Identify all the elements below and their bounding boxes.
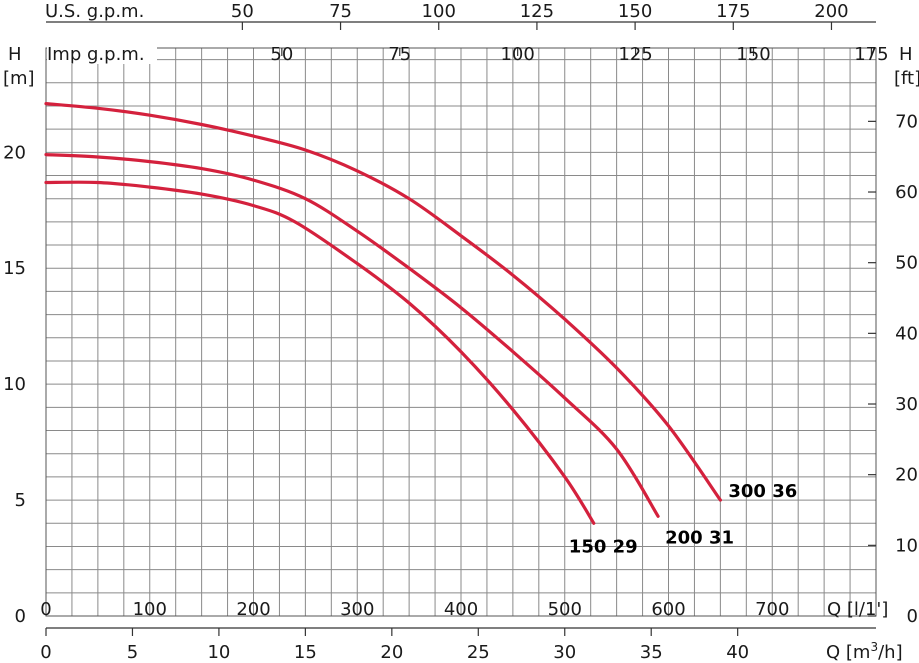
top-us-tick-label: 175 [716, 1, 750, 22]
left-tick-label: 0 [15, 606, 26, 627]
top-imp-tick-label: 100 [500, 44, 534, 65]
curve-150-29 [44, 180, 596, 525]
bottom-lmin-tick-label: 100 [133, 599, 167, 620]
left-tick-label: 20 [3, 142, 26, 163]
grid [45, 47, 877, 617]
bottom-m3h-tick-label: 35 [640, 642, 663, 663]
right-tick-label: 30 [895, 394, 918, 415]
bottom-m3h-tick-label: 30 [553, 642, 576, 663]
left-tick-label: 5 [15, 490, 26, 511]
top-imp-tick-label: 125 [618, 44, 652, 65]
bottom-lmin-tick-label: 200 [236, 599, 270, 620]
right-tick-label: 10 [895, 535, 918, 556]
right-tick-label: 0 [907, 606, 918, 627]
bottom-m3h-tick-label: 0 [40, 642, 51, 663]
curve-200-31 [44, 153, 660, 518]
bottom-lmin-tick-label: 700 [755, 599, 789, 620]
bottom-m3h-tick-label: 40 [726, 642, 749, 663]
bottom-m3h-tick-label: 5 [127, 642, 138, 663]
left-axis-unit: [m] [3, 68, 35, 89]
right-tick-label: 50 [895, 253, 918, 274]
bottom-lmin-tick-label: 600 [651, 599, 685, 620]
axes [45, 21, 876, 636]
top-us-tick-label: 200 [814, 1, 848, 22]
bottom-m3h-tick-label: 10 [207, 642, 230, 663]
left-tick-label: 10 [3, 374, 26, 395]
top-imp-tick-label: 150 [736, 44, 770, 65]
top-imp-axis-title: Imp g.p.m. [47, 44, 145, 65]
right-tick-label: 70 [895, 111, 918, 132]
top-us-tick-label: 150 [618, 1, 652, 22]
top-us-tick-label: 50 [231, 1, 254, 22]
top-us-tick-label: 75 [329, 1, 352, 22]
right-tick-label: 60 [895, 182, 918, 203]
curve-label-300-36: 300 36 [728, 481, 797, 502]
plot-frame [45, 47, 877, 617]
top-us-tick-label: 125 [520, 1, 554, 22]
top-us-tick-label: 100 [422, 1, 456, 22]
left-axis-title: H [8, 44, 22, 65]
right-axis-title: H [899, 44, 913, 65]
bottom-lmin-tick-label: 400 [444, 599, 478, 620]
curves [44, 102, 722, 525]
curve-label-200-31: 200 31 [665, 527, 734, 548]
top-imp-title-bg [47, 42, 157, 64]
bottom-m3h-tick-label: 25 [467, 642, 490, 663]
top-imp-tick-label: 75 [388, 44, 411, 65]
bottom-lmin-axis-title: Q [l/1'] [827, 599, 888, 620]
bottom-m3h-tick-label: 20 [380, 642, 403, 663]
bottom-lmin-tick-label: 500 [548, 599, 582, 620]
right-tick-label: 40 [895, 323, 918, 344]
bottom-m3h-tick-label: 15 [294, 642, 317, 663]
left-tick-label: 15 [3, 258, 26, 279]
top-us-axis-title: U.S. g.p.m. [45, 1, 144, 22]
right-tick-label: 20 [895, 465, 918, 486]
bottom-m3h-axis-title: Q [m3/h] [826, 640, 903, 663]
bottom-lmin-tick-label: 0 [40, 599, 51, 620]
curve-300-36 [44, 102, 722, 502]
curve-label-150-29: 150 29 [569, 536, 638, 557]
right-axis-unit: [ft] [894, 68, 919, 89]
top-imp-tick-label: 175 [854, 44, 888, 65]
top-imp-tick-label: 50 [270, 44, 293, 65]
bottom-lmin-tick-label: 300 [340, 599, 374, 620]
